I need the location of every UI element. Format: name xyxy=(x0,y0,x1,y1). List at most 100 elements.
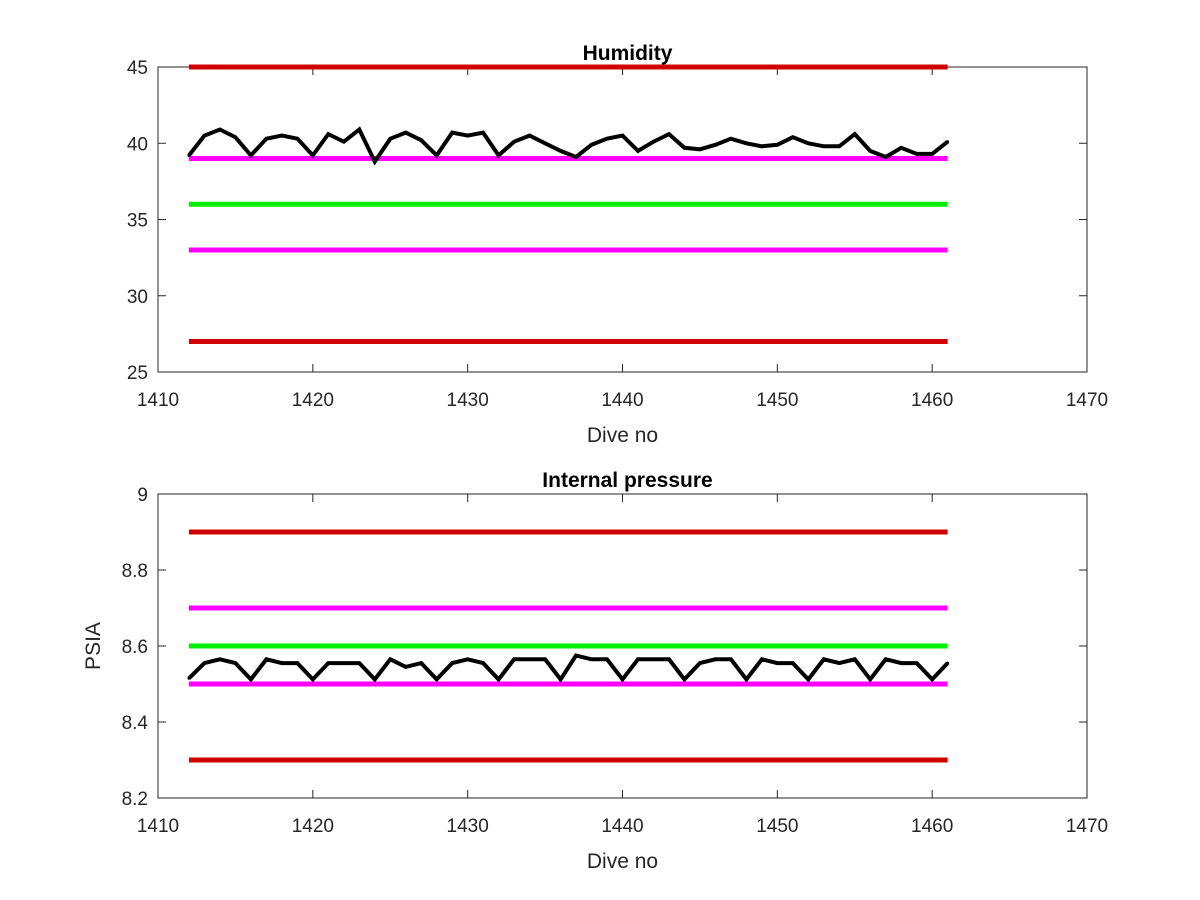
chart-title: Internal pressure xyxy=(542,469,712,492)
series-line xyxy=(187,653,950,683)
x-tick-label: 1440 xyxy=(601,390,643,411)
data-point xyxy=(528,134,532,138)
data-point xyxy=(342,140,346,144)
data-point xyxy=(713,657,717,661)
data-point xyxy=(899,146,903,150)
data-point xyxy=(404,665,408,669)
data-point xyxy=(698,147,702,151)
data-point xyxy=(853,132,857,136)
data-point xyxy=(806,677,810,681)
x-axis-label: Dive no xyxy=(587,424,658,447)
y-axis-label: PSIA xyxy=(82,622,105,670)
data-point xyxy=(698,661,702,665)
x-tick-label: 1430 xyxy=(447,816,489,837)
data-point xyxy=(946,140,950,144)
data-point xyxy=(605,137,609,141)
y-tick-label: 45 xyxy=(127,58,148,79)
data-point xyxy=(590,657,594,661)
data-point xyxy=(822,144,826,148)
x-tick-label: 1420 xyxy=(292,390,334,411)
data-point xyxy=(280,134,284,138)
data-point xyxy=(590,143,594,147)
data-point xyxy=(326,661,330,665)
data-point xyxy=(915,661,919,665)
data-point xyxy=(837,144,841,148)
series-line xyxy=(187,126,949,166)
data-point xyxy=(264,657,268,661)
data-point xyxy=(884,155,888,159)
data-point xyxy=(651,657,655,661)
data-point xyxy=(311,153,315,157)
x-tick-label: 1430 xyxy=(447,390,489,411)
x-axis-label: Dive no xyxy=(587,850,658,873)
data-point xyxy=(682,146,686,150)
y-tick-label: 8.8 xyxy=(122,561,148,582)
data-point xyxy=(497,153,501,157)
x-tick-label: 1470 xyxy=(1066,390,1108,411)
x-tick-label: 1440 xyxy=(601,816,643,837)
y-tick-label: 40 xyxy=(127,134,148,155)
data-point xyxy=(326,132,330,136)
data-point xyxy=(651,140,655,144)
data-point xyxy=(450,131,454,135)
data-point xyxy=(388,657,392,661)
data-point xyxy=(667,132,671,136)
data-point xyxy=(559,149,563,153)
data-point xyxy=(713,143,717,147)
data-point xyxy=(621,677,624,681)
data-point xyxy=(636,149,640,153)
data-point xyxy=(574,155,578,159)
data-point xyxy=(466,657,470,661)
data-point xyxy=(187,153,191,157)
data-point xyxy=(543,657,547,661)
y-tick-label: 35 xyxy=(127,211,148,232)
data-point xyxy=(419,661,423,665)
data-point xyxy=(218,657,222,661)
data-point xyxy=(202,661,206,665)
data-point xyxy=(249,677,253,681)
y-tick-label: 30 xyxy=(127,287,148,308)
data-point xyxy=(233,661,237,665)
data-point xyxy=(791,135,795,139)
data-point xyxy=(373,160,377,164)
data-point xyxy=(930,152,934,156)
data-point xyxy=(249,153,253,157)
y-tick-label: 8.6 xyxy=(122,637,148,658)
data-point xyxy=(667,657,671,661)
data-point xyxy=(528,657,532,661)
data-point xyxy=(915,152,919,156)
data-point xyxy=(295,137,299,141)
x-tick-label: 1450 xyxy=(756,816,798,837)
data-point xyxy=(868,677,872,681)
y-tick-label: 8.4 xyxy=(122,713,149,734)
data-point xyxy=(435,153,439,157)
chart-2: 1410 1420 1430 1440 1450 1460 1470 8.2 8.4 8.6 8.8… xyxy=(82,469,1108,873)
data-point xyxy=(342,661,346,665)
data-point xyxy=(621,134,624,138)
data-point xyxy=(853,657,857,661)
data-point xyxy=(481,661,485,665)
data-point xyxy=(605,657,609,661)
data-point xyxy=(682,677,686,681)
data-point xyxy=(930,677,934,681)
data-point xyxy=(559,677,563,681)
x-tick-label: 1420 xyxy=(292,816,334,837)
data-point xyxy=(574,654,578,657)
data-point xyxy=(450,661,454,665)
data-point xyxy=(280,661,284,665)
data-point xyxy=(729,137,733,141)
data-point xyxy=(357,128,361,132)
data-point xyxy=(744,677,748,681)
data-point xyxy=(791,661,795,665)
y-tick-label: 25 xyxy=(127,363,148,384)
data-point xyxy=(868,149,872,153)
data-point xyxy=(373,677,377,681)
plot-area xyxy=(157,66,1088,373)
data-point xyxy=(775,661,779,665)
data-point xyxy=(202,134,206,138)
x-tick-label: 1450 xyxy=(756,390,798,411)
data-point xyxy=(822,657,826,661)
data-point xyxy=(481,131,485,135)
data-point xyxy=(760,144,764,148)
data-point xyxy=(187,676,191,680)
